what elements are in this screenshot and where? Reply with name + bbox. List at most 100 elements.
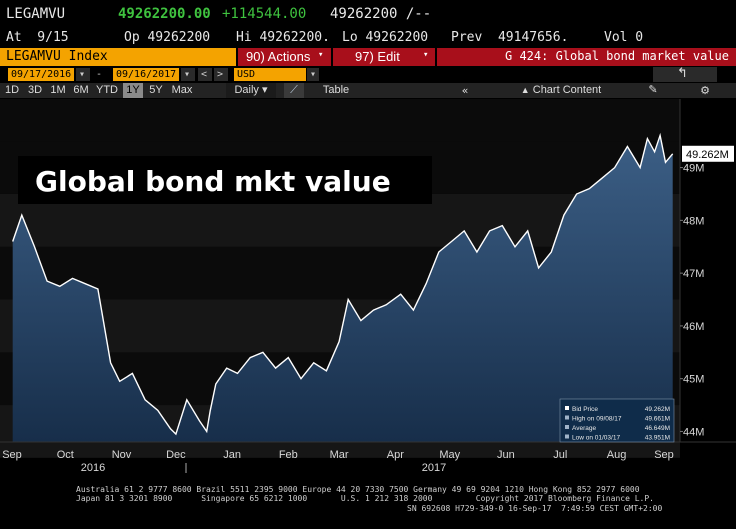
x-tick-label: Sep — [654, 449, 674, 461]
y-axis-ticks: 44M 45M 46M 47M 48M 49M — [680, 163, 704, 438]
x-tick-label: Jan — [223, 449, 241, 461]
end-date-input[interactable]: 09/16/2017 — [113, 68, 179, 81]
range-dash: - — [96, 69, 103, 80]
y-tick-label: 49M — [683, 163, 704, 175]
footer-contacts-2: Japan 81 3 3201 8900 Singapore 65 6212 1… — [76, 494, 654, 503]
volume: Vol 0 — [604, 30, 644, 45]
prev-close: Prev 49147656. — [451, 30, 569, 45]
function-title: G 424: Global bond market value — [437, 48, 736, 66]
x-tick-label: Sep — [2, 449, 22, 461]
price-change: +114544.00 — [222, 6, 307, 22]
chart-title: Global bond mkt value — [35, 165, 391, 198]
legend-value: 46.649M — [645, 425, 670, 432]
legend-label: Average — [572, 425, 596, 432]
chart-content-button[interactable]: ▲ Chart Content — [507, 83, 615, 98]
x-tick-label: Jul — [553, 449, 567, 461]
last-value-label: 49.262M — [686, 149, 729, 161]
footer-contacts-1: Australia 61 2 9777 8600 Brazil 5511 239… — [76, 485, 640, 494]
security-name: LEGAMVU Index — [6, 49, 108, 64]
period-bar: 1D 3D 1M 6M YTD 1Y 5Y Max Daily ▾ ⟋ Table « ▲ C… — [0, 83, 736, 98]
collapse-double-chevron-icon[interactable]: « — [461, 84, 469, 97]
legend-swatch — [565, 406, 569, 410]
data-line — [12, 132, 674, 436]
x-tick-label: Aug — [607, 449, 627, 461]
period-5y[interactable]: 5Y — [149, 84, 163, 96]
legend-value: 49.661M — [645, 416, 670, 423]
quote-bar: LEGAMVU 49262200.00 +114544.00 49262200 … — [0, 0, 736, 28]
y-tick-label: 44M — [683, 426, 704, 438]
x-tick-label: Nov — [112, 449, 132, 461]
x-tick-label: Oct — [57, 449, 74, 461]
footer-session: SN 692608 H729-349-0 16-Sep-17 7:49:59 C… — [407, 504, 663, 513]
legend-swatch — [565, 425, 569, 429]
calendar-icon[interactable]: ▾ — [181, 68, 195, 81]
last-value-box — [682, 145, 734, 162]
table-button[interactable]: Table — [322, 84, 350, 96]
x-tick-label: Mar — [330, 449, 349, 461]
period-3d[interactable]: 3D — [27, 84, 43, 96]
frequency-select[interactable]: Daily ▾ — [226, 83, 276, 98]
x-tick-label: Feb — [279, 449, 298, 461]
actions-menu[interactable]: 90) Actions ▾ — [238, 48, 331, 66]
legend-label: High on 09/08/17 — [572, 416, 622, 423]
high-price: Hi 49262200. — [236, 30, 330, 45]
open-price: Op 49262200 — [124, 30, 211, 45]
edit-label: 97) Edit — [355, 49, 400, 64]
chart-legend: Bid Price 49.262M High on 09/08/17 49.661M A… — [559, 398, 675, 443]
forward-arrow-icon[interactable]: > — [214, 68, 228, 81]
data-area — [12, 135, 673, 442]
legend-items: Bid Price 49.262M High on 09/08/17 49.661M A… — [565, 406, 670, 442]
x-tick-label: May — [439, 449, 460, 461]
quote-time: At 9/15 — [6, 30, 69, 45]
ticker: LEGAMVU — [6, 6, 66, 22]
low-price: Lo 49262200 — [342, 30, 429, 45]
footer: Australia 61 2 9777 8600 Brazil 5511 239… — [0, 483, 736, 529]
function-label: G 424: Global bond market value — [505, 49, 729, 63]
legend-label: Low on 01/03/17 — [572, 435, 620, 442]
settings-gear-icon[interactable]: ⚙ — [700, 84, 710, 97]
x-year-label: 2016 — [81, 462, 105, 474]
y-tick-label: 47M — [683, 268, 704, 280]
legend-value: 49.262M — [645, 406, 670, 413]
bid-ask: 49262200 /-- — [330, 6, 432, 22]
x-tick-label: Apr — [387, 449, 404, 461]
back-arrow-icon[interactable]: < — [198, 68, 212, 81]
y-tick-label: 45M — [683, 374, 704, 386]
detail-bar: At 9/15 Op 49262200 Hi 49262200. Lo 4926… — [0, 29, 736, 47]
period-1d[interactable]: 1D — [4, 84, 20, 96]
legend-swatch — [565, 434, 569, 439]
legend-box — [559, 398, 675, 443]
undo-button[interactable]: ↰ — [653, 66, 717, 82]
chevron-down-icon: ▾ — [318, 50, 324, 60]
chart-content-label: Chart Content — [532, 84, 602, 96]
last-price: 49262200.00 — [118, 6, 211, 22]
x-tick-label: Jun — [497, 449, 515, 461]
currency-select[interactable]: USD — [234, 68, 306, 81]
period-max[interactable]: Max — [171, 84, 193, 96]
title-box — [18, 156, 432, 204]
draw-pencil-icon[interactable]: ✎ — [648, 84, 658, 96]
legend-label: Bid Price — [572, 406, 598, 413]
chevron-down-icon[interactable]: ▾ — [307, 68, 319, 81]
edit-menu[interactable]: 97) Edit ▾ — [333, 48, 435, 66]
legend-swatch — [565, 415, 569, 420]
period-ytd[interactable]: YTD — [96, 84, 118, 96]
chart-line-icon[interactable]: ⟋ — [284, 83, 304, 98]
date-controls: 09/17/2016 ▾ - 09/16/2017 ▾ < > USD ▾ ↰ — [0, 66, 736, 82]
period-1y[interactable]: 1Y — [123, 83, 143, 98]
period-6m[interactable]: 6M — [73, 84, 89, 96]
start-date-input[interactable]: 09/17/2016 — [8, 68, 74, 81]
security-field[interactable]: LEGAMVU Index — [0, 48, 236, 66]
undo-arrow-icon: ↰ — [677, 66, 688, 81]
chevron-down-icon: ▾ — [423, 50, 429, 60]
security-toolbar: LEGAMVU Index 90) Actions ▾ 97) Edit ▾ G… — [0, 48, 736, 66]
y-tick-label: 46M — [683, 321, 704, 333]
chart-content-icon: ▲ — [520, 85, 530, 95]
legend-value: 43.951M — [645, 435, 670, 442]
calendar-icon[interactable]: ▾ — [76, 68, 90, 81]
period-1m[interactable]: 1M — [50, 84, 66, 96]
actions-label: 90) Actions — [246, 49, 311, 64]
x-year-label: 2017 — [422, 462, 446, 474]
x-axis-ticks: Sep Oct Nov Dec Jan Feb Mar Apr May Jun Jul Aug Sep 2… — [2, 449, 674, 474]
x-tick-label: Dec — [166, 449, 186, 461]
